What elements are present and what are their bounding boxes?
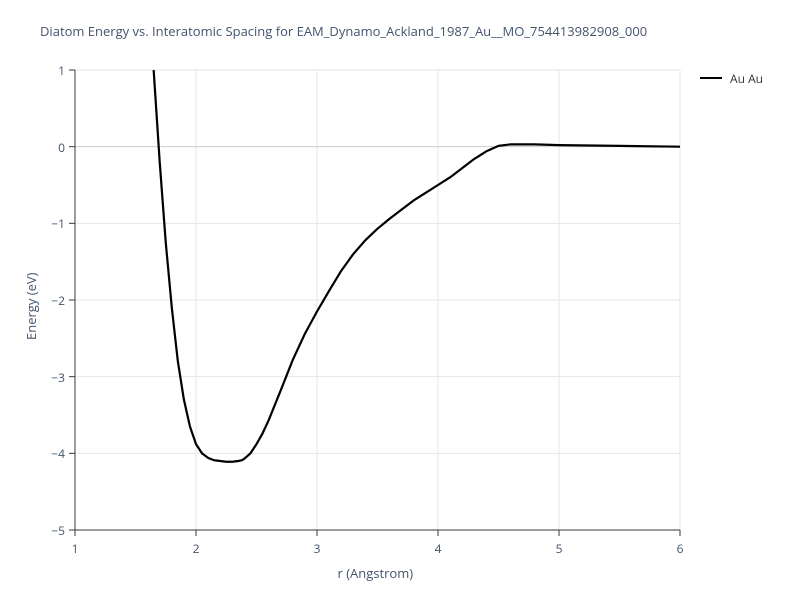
y-tick-label: −5 — [51, 522, 65, 539]
y-tick-label: 1 — [58, 62, 65, 79]
x-tick-label: 1 — [55, 540, 95, 557]
legend-series-label: Au Au — [730, 70, 763, 87]
chart-title: Diatom Energy vs. Interatomic Spacing fo… — [40, 22, 647, 40]
x-tick-label: 6 — [660, 540, 700, 557]
chart-svg — [0, 0, 800, 600]
x-tick-label: 2 — [176, 540, 216, 557]
y-tick-label: −1 — [51, 215, 65, 232]
x-tick-label: 4 — [418, 540, 458, 557]
y-tick-label: −4 — [51, 445, 65, 462]
x-tick-label: 5 — [539, 540, 579, 557]
x-axis-label: r (Angstrom) — [338, 564, 414, 582]
y-axis-label: Energy (eV) — [22, 273, 40, 340]
legend-series-line — [700, 77, 722, 79]
y-tick-label: −3 — [51, 369, 65, 386]
x-tick-label: 3 — [297, 540, 337, 557]
chart-container: Diatom Energy vs. Interatomic Spacing fo… — [0, 0, 800, 600]
y-tick-label: −2 — [51, 292, 65, 309]
y-tick-label: 0 — [58, 139, 65, 156]
